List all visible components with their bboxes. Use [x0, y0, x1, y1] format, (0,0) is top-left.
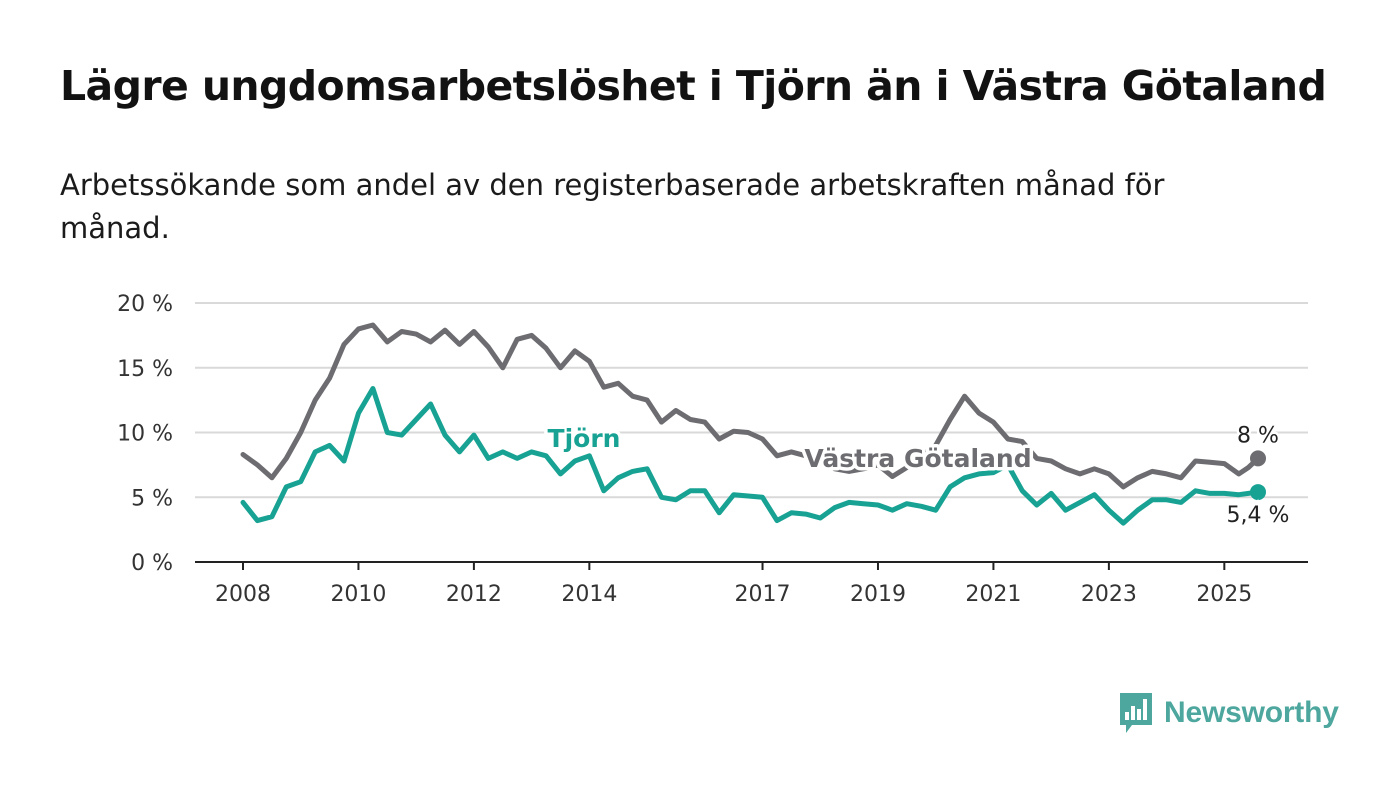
y-tick-label: 5 % [131, 486, 173, 511]
y-tick-label: 10 % [117, 422, 173, 447]
x-tick-label: 2025 [1196, 582, 1252, 607]
x-tick-label: 2023 [1081, 582, 1137, 607]
x-axis-ticks: 2008 2010 2012 2014 2017 2019 2021 2023 2025 [215, 562, 1252, 607]
series-labels: Västra Götaland Tjörn 8 % 5,4 % [544, 421, 1292, 531]
chart-title: Lägre ungdomsarbetslöshet i Tjörn än i V… [60, 62, 1327, 110]
bar-chart-speech-bubble-icon [1120, 693, 1152, 733]
y-tick-label: 0 % [131, 551, 173, 576]
series-end-value-label: 5,4 % [1227, 503, 1290, 528]
series-end-marker-1 [1250, 484, 1266, 501]
brand-name: Newsworthy [1164, 696, 1339, 729]
x-tick-label: 2014 [561, 582, 617, 607]
x-tick-label: 2021 [965, 582, 1021, 607]
series-line-1 [240, 386, 1261, 526]
series-end-marker-0 [1250, 450, 1266, 467]
series-name-label: Tjörn [548, 424, 621, 453]
chart-subtitle: Arbetssökande som andel av den registerb… [60, 168, 1165, 245]
x-tick-label: 2019 [850, 582, 906, 607]
series-line-0 [240, 322, 1261, 490]
y-tick-label: 15 % [117, 357, 173, 382]
series-lines [240, 322, 1266, 526]
series-end-value-label: 8 % [1237, 423, 1279, 448]
gridlines [195, 302, 1308, 563]
x-tick-label: 2010 [330, 582, 386, 607]
x-tick-label: 2012 [446, 582, 502, 607]
newsworthy-logo: Newsworthy [1118, 690, 1339, 736]
y-axis-ticks: 0 % 5 % 10 % 15 % 20 % [117, 292, 173, 576]
y-tick-label: 20 % [117, 292, 173, 317]
x-tick-label: 2017 [735, 582, 791, 607]
series-name-label: Västra Götaland [804, 444, 1031, 473]
x-tick-label: 2008 [215, 582, 271, 607]
